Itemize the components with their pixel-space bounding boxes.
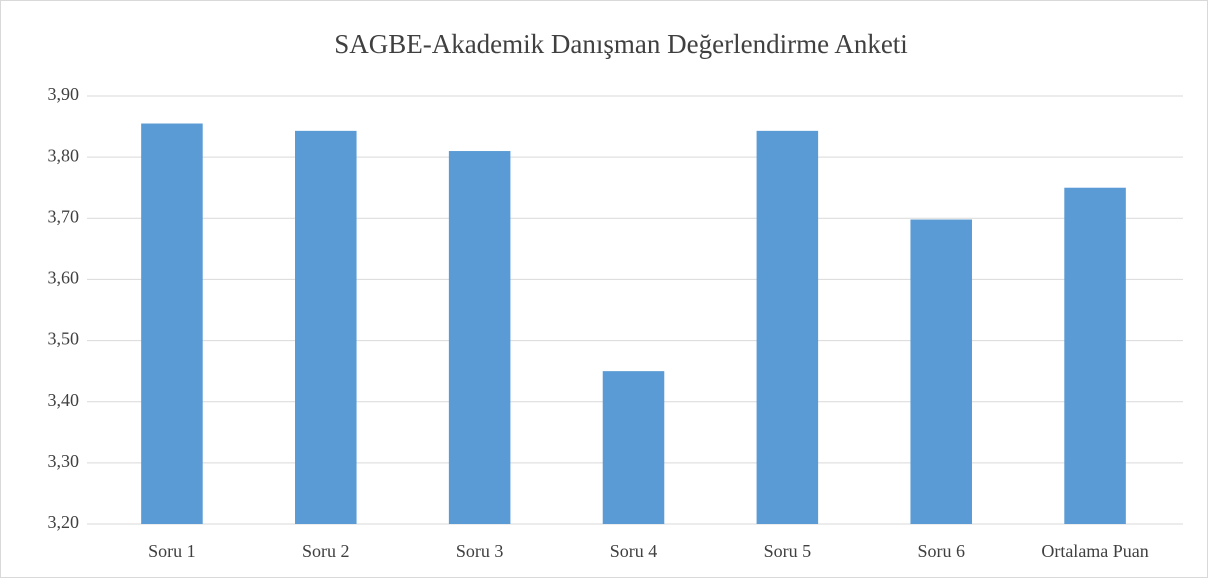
y-tick-label: 3,20 xyxy=(48,512,80,532)
x-tick-label: Soru 4 xyxy=(610,541,658,561)
y-tick-label: 3,70 xyxy=(48,206,80,226)
y-tick-label: 3,40 xyxy=(48,390,80,410)
x-tick-label: Soru 2 xyxy=(302,541,350,561)
y-tick-label: 3,90 xyxy=(48,84,80,104)
bar xyxy=(756,130,819,524)
bar xyxy=(910,219,972,524)
bar xyxy=(602,371,665,524)
x-tick-label: Soru 1 xyxy=(148,541,196,561)
y-tick-label: 3,60 xyxy=(48,268,80,288)
y-tick-label: 3,50 xyxy=(48,329,80,349)
chart-title: SAGBE-Akademik Danışman Değerlendirme An… xyxy=(334,29,908,59)
y-tick-label: 3,30 xyxy=(48,451,80,471)
x-tick-label: Soru 3 xyxy=(456,541,504,561)
x-tick-label: Soru 6 xyxy=(917,541,965,561)
x-tick-label: Ortalama Puan xyxy=(1041,541,1148,561)
x-tick-label: Soru 5 xyxy=(764,541,812,561)
bar xyxy=(141,123,203,524)
bar xyxy=(448,151,511,524)
y-tick-label: 3,80 xyxy=(48,145,80,165)
bar xyxy=(1064,187,1126,524)
bar xyxy=(295,130,357,524)
